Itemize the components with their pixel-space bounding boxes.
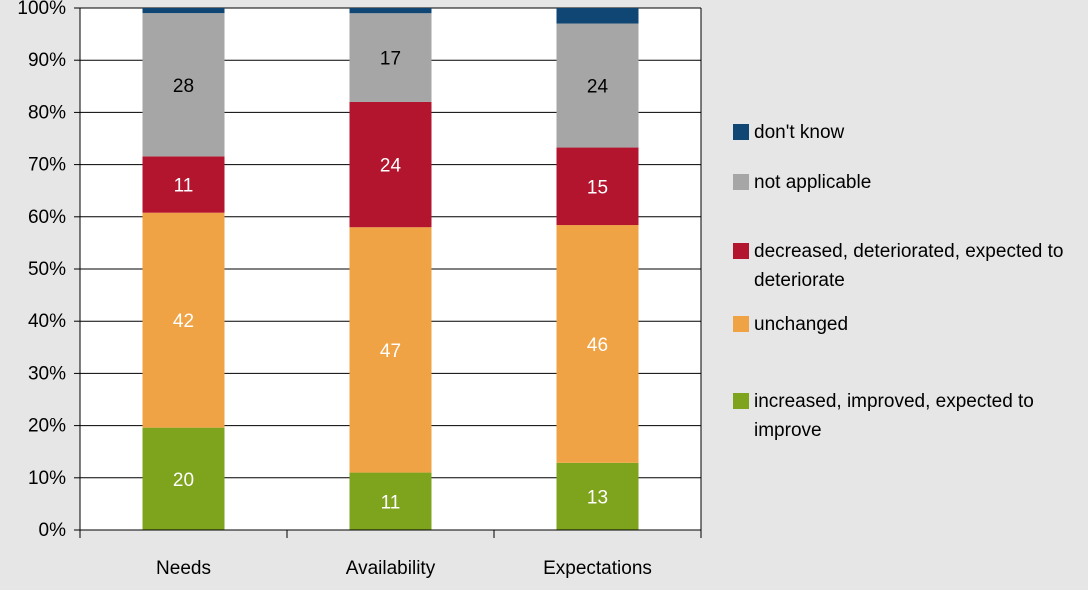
legend-swatch [733,174,749,190]
y-tick-label: 70% [28,155,66,176]
data-label: 11 [174,176,194,197]
y-tick-label: 30% [28,363,66,384]
y-tick-label: 100% [17,0,66,19]
legend-item: don't know [733,118,1085,147]
legend-item: increased, improved, expected to improve [733,387,1085,445]
bar-segment [142,212,225,428]
bar-segment [349,13,432,102]
y-tick-label: 0% [39,520,67,541]
legend-label: don't know [754,122,845,143]
data-label: 15 [587,177,608,198]
x-tick-label: Needs [156,558,211,579]
data-label: 28 [173,76,194,97]
data-label: 42 [173,311,194,332]
legend-label: not applicable [754,172,872,193]
bar-segment [556,23,639,148]
legend-swatch [733,316,749,332]
bar-segment [349,227,432,473]
legend-swatch [733,124,749,140]
data-label: 11 [381,492,401,513]
x-tick-label: Availability [346,558,436,579]
legend-swatch [733,393,749,409]
data-label: 24 [380,156,402,177]
bar-segment [349,472,432,530]
bar-segment [349,101,432,228]
bar-segment [556,462,639,530]
bar-segment [556,8,639,24]
data-label: 46 [587,335,608,356]
y-tick-label: 50% [28,259,66,280]
legend-item: decreased, deteriorated, expected to det… [733,237,1085,295]
legend: don't know not applicable decreased, deter… [733,0,1088,585]
legend-swatch [733,243,749,259]
data-label: 20 [173,470,194,491]
bar-segment [556,147,639,226]
data-label: 17 [380,49,401,70]
data-label: 47 [380,341,401,362]
y-tick-label: 60% [28,207,66,228]
bar-segment [556,225,639,463]
data-label: 24 [587,77,609,98]
y-tick-label: 90% [28,50,66,71]
bar-segment [142,156,225,213]
legend-item: unchanged [733,310,1085,339]
legend-label: decreased, deteriorated, expected to det… [754,241,1064,291]
data-label: 13 [587,487,608,508]
legend-label: increased, improved, expected to improve [754,391,1034,441]
legend-label: unchanged [754,314,849,335]
bar-segment [142,13,225,157]
y-tick-label: 20% [28,416,66,437]
bar-segment [349,8,432,14]
bar-segment [142,427,225,530]
y-tick-label: 40% [28,311,66,332]
y-tick-label: 10% [28,468,66,489]
legend-item: not applicable [733,168,1085,197]
y-tick-label: 80% [28,102,66,123]
bar-segment [142,8,225,14]
plot-area: 0% 10% 20% 30% 40% 50% 60% 70% 80% 90% 100% 20 42 11 2… [17,0,702,579]
x-tick-label: Expectations [543,558,652,579]
